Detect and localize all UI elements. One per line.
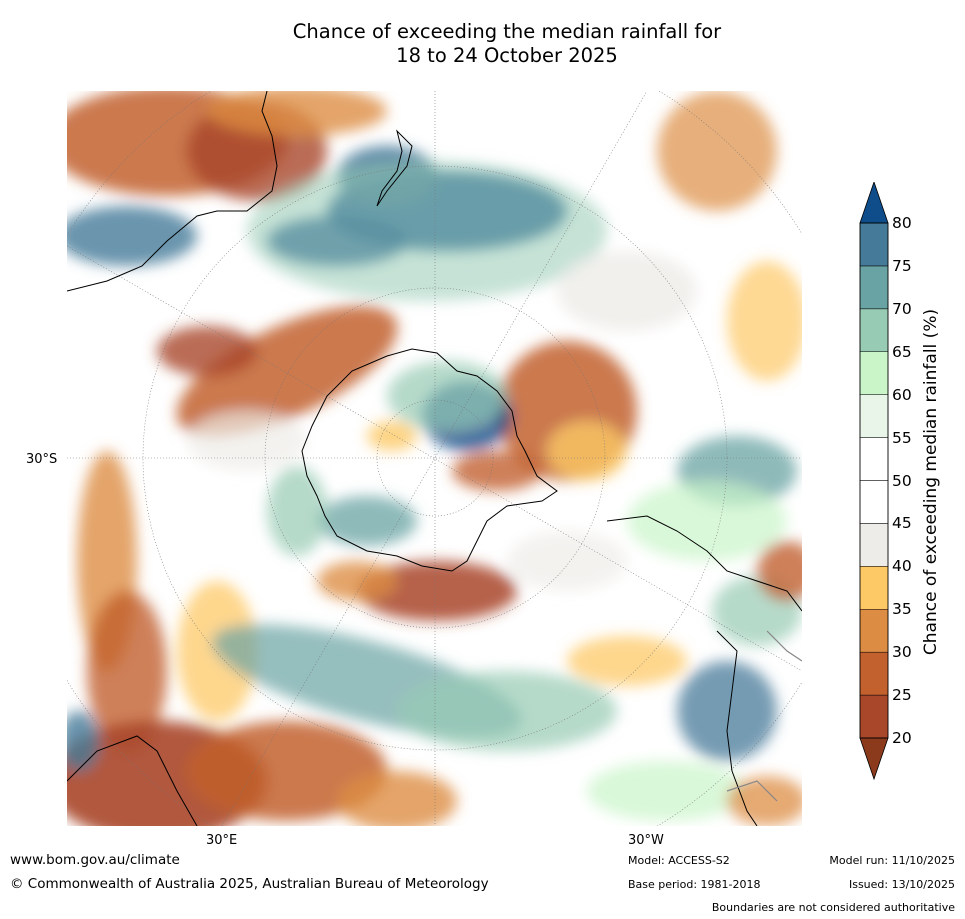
footer-disclaimer: Boundaries are not considered authoritat… — [711, 901, 955, 914]
footer-issued: Issued: 13/10/2025 — [848, 878, 955, 891]
colorbar-segment — [859, 351, 889, 395]
colorbar-segment — [859, 480, 889, 524]
colorbar-tick-label: 30 — [892, 643, 912, 662]
colorbar-segment — [859, 308, 889, 353]
footer-base-period: Base period: 1981-2018 — [628, 878, 761, 891]
colorbar-extend-bottom — [859, 737, 889, 781]
colorbar-extend-top — [859, 182, 889, 224]
colorbar — [859, 182, 889, 781]
colorbar-tick-label: 70 — [892, 299, 912, 318]
new-zealand-coastline — [376, 129, 413, 207]
colorbar-tick-label: 50 — [892, 471, 912, 490]
colorbar-frame — [859, 222, 889, 739]
graticule — [67, 91, 802, 826]
colorbar-segment — [859, 265, 889, 310]
colorbar-segment — [859, 222, 889, 267]
title-line-2: 18 to 24 October 2025 — [396, 44, 618, 67]
rainfall-anomaly-field — [67, 91, 802, 826]
colorbar-segment — [859, 437, 889, 481]
footer-model: Model: ACCESS-S2 — [628, 854, 730, 867]
colorbar-tick-label: 35 — [892, 600, 912, 619]
colorbar-tick-label: 75 — [892, 256, 912, 275]
country-borders — [726, 630, 802, 802]
latitude-label: 30°S — [26, 452, 58, 467]
colorbar-tick-label: 40 — [892, 557, 912, 576]
colorbar-tick-label: 45 — [892, 514, 912, 533]
colorbar-segments — [859, 222, 889, 739]
coastlines — [67, 91, 802, 826]
footer-copyright: © Commonwealth of Australia 2025, Austra… — [10, 876, 489, 892]
map-svg — [67, 91, 802, 826]
longitude-label-east: 30°E — [206, 833, 238, 848]
longitude-label-west: 30°W — [628, 833, 664, 848]
colorbar-tick-label: 20 — [892, 729, 912, 747]
footer-website[interactable]: www.bom.gov.au/climate — [10, 852, 180, 868]
africa-coastline — [67, 735, 198, 826]
colorbar-segment — [859, 566, 889, 610]
colorbar-segment — [859, 394, 889, 438]
colorbar-label: Chance of exceeding median rainfall (%) — [921, 308, 941, 656]
colorbar-segment — [859, 694, 889, 739]
title-line-1: Chance of exceeding the median rainfall … — [292, 20, 722, 43]
antarctica-coastline — [301, 348, 558, 572]
chart-title: Chance of exceeding the median rainfall … — [67, 20, 947, 68]
colorbar-tick-label: 60 — [892, 385, 912, 404]
rainfall-map — [67, 91, 802, 826]
colorbar-tick-label: 80 — [892, 214, 912, 232]
colorbar-tick-label: 25 — [892, 686, 912, 705]
australia-coastline — [67, 91, 278, 292]
colorbar-tick-label: 55 — [892, 428, 912, 447]
colorbar-segment — [859, 651, 889, 696]
colorbar-tick-label: 65 — [892, 342, 912, 361]
colorbar-segment — [859, 523, 889, 567]
footer-model-run: Model run: 11/10/2025 — [829, 854, 955, 867]
colorbar-segment — [859, 609, 889, 653]
south-america-coastline — [606, 515, 802, 826]
